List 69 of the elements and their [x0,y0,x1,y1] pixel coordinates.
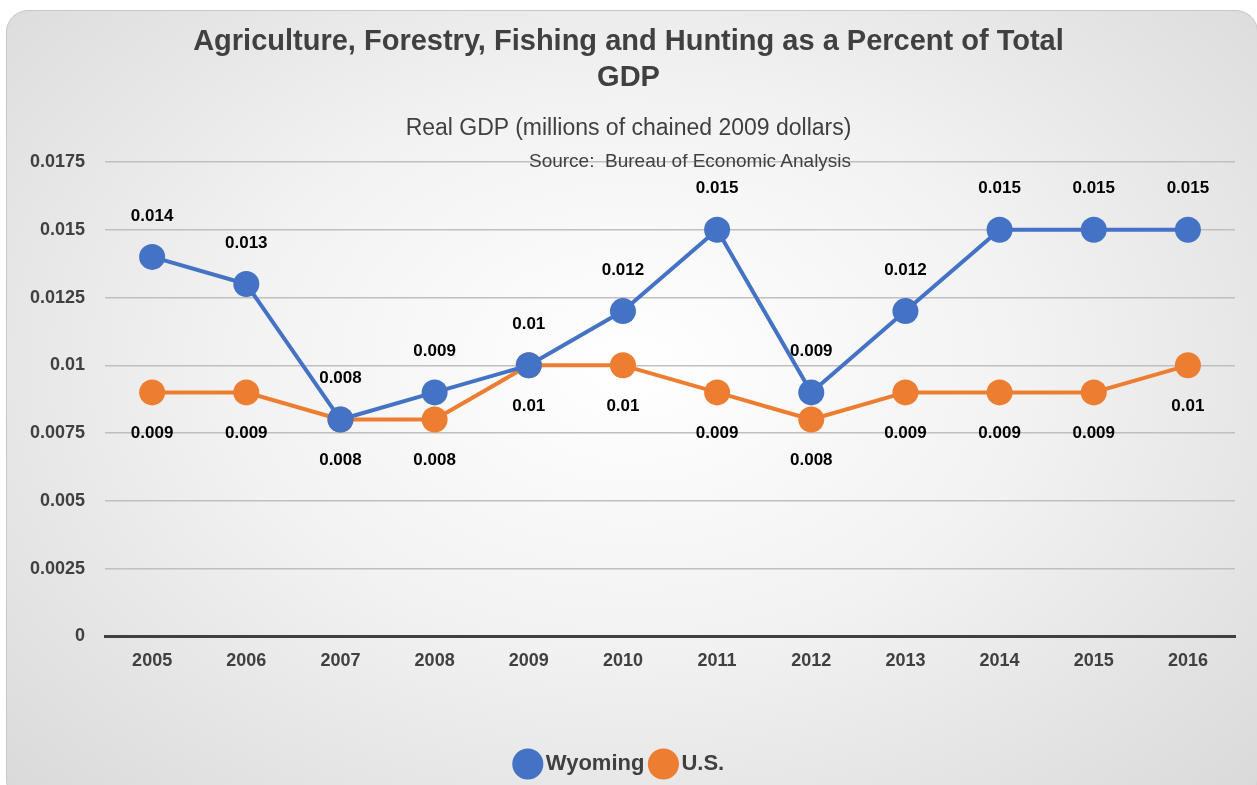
point [1080,216,1107,243]
point [892,298,919,325]
y-tick-label: 0 [75,625,86,646]
data-label: 0.009 [695,423,739,443]
y-tick-label: 0.015 [40,218,86,239]
point [798,406,825,433]
point [139,243,166,270]
x-tick-label: 2009 [508,650,549,671]
data-label: 0.012 [884,259,927,279]
x-tick-label: 2007 [320,650,361,671]
data-label: 0.015 [1072,178,1116,198]
point [1174,216,1201,243]
x-tick-label: 2014 [979,650,1020,671]
x-tick-label: 2008 [414,650,455,671]
x-tick-label: 2010 [602,650,643,671]
point [233,379,260,406]
chart-title: Agriculture, Forestry, Fishing and Hunting as a Percent of Total GDP [192,23,1065,94]
y-tick-label: 0.0125 [29,286,86,307]
chart-subtitle: Real GDP (millions of chained 2009 dollars) [404,114,853,141]
point [609,352,636,379]
point [986,379,1013,406]
data-label: 0.015 [978,178,1021,198]
point [704,379,731,406]
point [892,379,919,406]
x-tick-label: 2011 [697,650,737,671]
data-label: 0.01 [1171,396,1205,415]
point [986,216,1013,243]
data-label: 0.009 [225,423,268,443]
y-tick-label: 0.0025 [29,557,86,578]
data-label: 0.012 [601,259,645,279]
y-tick-label: 0.0175 [29,150,86,171]
data-label: 0.01 [606,396,640,415]
data-label: 0.009 [978,423,1021,443]
data-label: 0.009 [790,341,833,361]
point [421,406,448,433]
x-tick-label: 2006 [226,650,267,671]
data-label: 0.015 [1166,178,1210,198]
x-tick-label: 2012 [791,650,832,671]
point [704,216,731,243]
y-tick-label: 0.0075 [29,422,86,443]
data-label: 0.009 [130,423,174,443]
point [798,379,825,406]
x-tick-label: 2016 [1167,650,1208,671]
point [233,270,260,297]
data-label: 0.008 [413,450,456,470]
annotation: Source: Bureau of Economic Analysis [528,150,852,172]
y-tick-label: 0.01 [50,354,86,375]
x-tick-label: 2005 [132,650,173,671]
point [1174,352,1201,379]
data-label: 0.009 [884,423,927,443]
data-label: 0.009 [1072,423,1116,443]
legend-label: U.S. [681,750,725,776]
data-label: 0.008 [319,368,362,388]
data-label: 0.01 [512,314,546,333]
data-label: 0.008 [319,450,362,470]
data-label: 0.013 [225,232,268,252]
x-tick-label: 2015 [1073,650,1114,671]
x-tick-label: 2013 [885,650,926,671]
point [421,379,448,406]
legend-label: Wyoming [545,750,645,776]
point [139,379,166,406]
data-label: 0.01 [512,396,546,415]
data-label: 0.008 [790,450,833,470]
data-label: 0.014 [130,205,174,225]
data-label: 0.015 [695,178,739,198]
point [609,298,636,325]
y-tick-label: 0.005 [40,489,86,510]
data-label: 0.009 [413,341,456,361]
point [1080,379,1107,406]
